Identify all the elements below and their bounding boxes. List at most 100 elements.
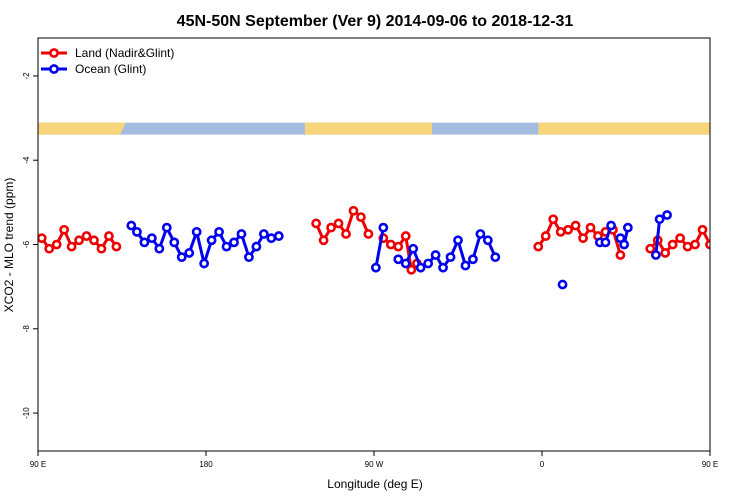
series-1-point — [266, 233, 277, 244]
series-1-point — [423, 258, 434, 269]
series-1-point — [415, 262, 426, 273]
series-1-point — [393, 254, 404, 265]
series-1-point — [139, 237, 150, 248]
series-1-point — [650, 250, 661, 260]
series-0-point — [38, 233, 47, 244]
series-0-point — [563, 224, 574, 235]
series-1-point — [258, 229, 269, 239]
series-1-point — [606, 220, 616, 231]
series-1-point — [662, 210, 672, 220]
series-0-point — [96, 243, 107, 254]
series-0 — [38, 205, 750, 275]
legend-swatch-marker — [49, 48, 59, 58]
series-1-point — [191, 226, 202, 237]
series-0-point — [660, 248, 671, 258]
land-ocean-band — [38, 122, 710, 135]
series-0-point — [540, 231, 551, 241]
legend-swatch-marker — [49, 64, 59, 74]
series-0-point — [675, 233, 686, 244]
legend: Land (Nadir&Glint) Ocean (Glint) — [41, 46, 174, 76]
legend-label: Land (Nadir&Glint) — [75, 46, 174, 60]
series-0-point — [318, 235, 329, 246]
series-0-point — [59, 224, 70, 235]
land-band-kamchatka — [112, 122, 126, 135]
y-axis-label: XCO2 - MLO trend (ppm) — [2, 178, 16, 313]
series-1-point — [132, 226, 142, 237]
series-0-point — [729, 237, 736, 244]
series-1-point — [370, 262, 381, 273]
x-tick-label: 90 W — [365, 460, 384, 469]
series-1-point — [273, 231, 284, 241]
series-0-point — [104, 231, 114, 241]
series-1-point — [154, 243, 165, 254]
series-0-point — [74, 235, 84, 246]
series-0-point — [341, 229, 351, 239]
series-1-point — [169, 237, 180, 248]
series-0-point — [400, 231, 411, 241]
land-band-eurasia — [538, 122, 710, 135]
series-1-point — [251, 241, 262, 252]
series-0-point — [326, 222, 336, 233]
series-0-point — [736, 245, 743, 252]
series-0-point — [744, 232, 750, 239]
series-0-point — [406, 264, 417, 275]
legend-label: Ocean (Glint) — [75, 62, 146, 76]
series-0-point — [570, 220, 581, 231]
x-axis-label: Longitude (deg E) — [327, 477, 422, 491]
series-0-point — [111, 241, 122, 252]
series-0-point — [645, 243, 656, 254]
series-1-point — [229, 237, 239, 248]
series-0-point — [81, 231, 92, 241]
series-0-point — [690, 239, 700, 250]
series-1-point — [206, 235, 217, 246]
series-1-point — [742, 228, 749, 235]
series-1-point — [438, 262, 448, 273]
series-1-point — [161, 222, 172, 233]
series-1-point — [622, 222, 633, 233]
series-1-point — [221, 241, 232, 252]
series-0-point — [311, 218, 322, 229]
y-tick-label: -10 — [22, 407, 31, 419]
series-0-point — [697, 224, 708, 235]
series-1-point — [475, 229, 486, 239]
plot-area: 90 E 180 90 W 0 90 E -2 -4 -6 -8 -10 — [22, 37, 750, 469]
series-0-point — [714, 237, 721, 244]
series-0-point — [385, 239, 396, 250]
series-1-point — [654, 214, 665, 225]
y-tick-label: -8 — [22, 325, 31, 333]
series-1-point — [482, 235, 493, 246]
series-1-point — [126, 220, 137, 231]
series-1-point — [176, 252, 187, 263]
series-1-point — [453, 235, 463, 246]
series-1-point — [408, 243, 419, 254]
series-0-point — [333, 218, 344, 229]
series-1-point — [199, 258, 210, 269]
x-tick-label: 180 — [199, 460, 213, 469]
series-0-point — [585, 222, 596, 233]
series-1-point — [490, 252, 501, 263]
series-0-point — [682, 241, 693, 252]
series-0-point — [44, 243, 55, 254]
series-1-point — [468, 254, 478, 265]
series-0-point — [705, 239, 710, 250]
series-1-point — [146, 233, 157, 244]
series-0-point — [356, 212, 366, 223]
series-1-point — [445, 252, 456, 263]
series-0-point — [51, 239, 62, 250]
series-1-line — [374, 227, 385, 268]
series-1-point — [244, 252, 254, 263]
land-band-america — [304, 122, 432, 135]
series-0-point — [348, 205, 359, 216]
series-1-line — [742, 226, 750, 258]
series-1 — [126, 210, 750, 290]
series-0-point — [393, 241, 404, 252]
series-1-point — [430, 250, 441, 260]
series-1-point — [600, 237, 611, 248]
y-tick-label: -4 — [22, 156, 31, 164]
x-tick-label: 90 E — [30, 460, 46, 469]
series-0-point — [363, 229, 374, 239]
series-0-point — [667, 239, 678, 250]
x-tick-label: 90 E — [702, 460, 718, 469]
land-band-asia — [38, 122, 117, 135]
